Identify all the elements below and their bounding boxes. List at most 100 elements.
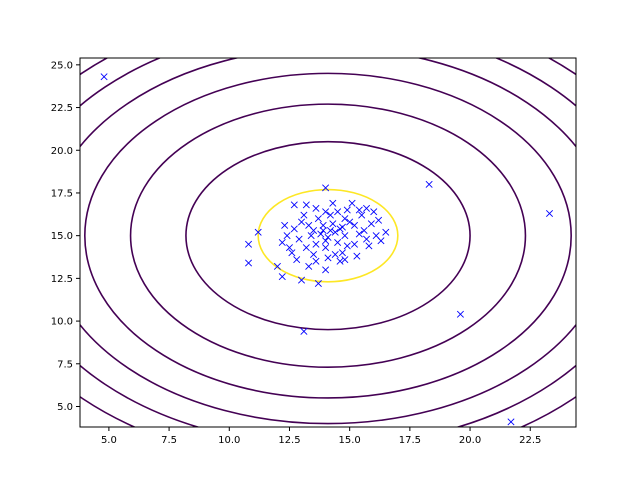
x-tick-label: 10.0 [218,435,240,446]
data-point [425,180,433,188]
data-point [314,279,322,288]
data-point [278,238,286,247]
contour-line-0 [257,188,399,283]
data-point [319,227,327,235]
data-point [293,256,301,264]
y-tick-label: 12.5 [51,274,73,285]
data-point [334,238,342,247]
data-point [290,201,298,209]
data-point [314,215,322,223]
data-point [367,220,375,228]
data-point [348,199,356,207]
data-point [456,310,464,318]
data-point [338,249,346,257]
contour-line-1 [185,140,471,331]
y-tick-label: 15.0 [51,231,73,242]
data-point [360,227,368,235]
data-point [317,230,325,238]
x-tick-label: 17.5 [399,435,421,446]
data-point [382,228,390,236]
data-point [312,204,320,212]
data-point [350,240,359,248]
data-point [297,276,306,284]
data-point [355,206,363,214]
x-tick-label: 7.5 [161,435,177,446]
point-layer [100,73,554,426]
data-point [326,227,334,235]
y-tick-label: 5.0 [57,402,73,413]
contour-line-4 [80,58,576,425]
data-point [283,232,291,240]
data-point [365,242,373,250]
x-tick-label: 15.0 [339,435,361,446]
data-point [545,209,554,217]
data-point [322,266,330,274]
data-point [302,201,310,209]
data-point [343,206,351,214]
data-point [245,259,253,267]
data-point [370,208,378,216]
data-point [322,184,330,192]
data-point [353,252,361,260]
data-point [322,244,330,252]
data-point [377,237,385,245]
data-point [285,244,293,252]
contour-line-3 [84,72,572,399]
data-point [319,221,327,229]
y-tick-label: 7.5 [57,359,73,370]
data-point [343,242,351,250]
y-axis: 5.0 7.5 10.0 12.5 15.0 17.5 20.0 22.5 25.0 [51,60,80,413]
data-point [324,254,332,262]
data-point [310,227,318,235]
data-point [312,257,320,265]
data-point [336,257,344,265]
data-point [363,235,371,243]
data-point [300,211,308,219]
data-point [363,204,371,212]
data-point [305,262,313,270]
data-point [312,240,320,248]
data-point [307,232,315,240]
data-point [322,208,330,216]
contour-layer [80,58,576,427]
y-tick-label: 20.0 [51,146,73,157]
data-point [331,250,339,258]
data-point [302,244,310,252]
contour-line-2 [129,103,527,369]
data-point [273,262,281,270]
data-point [300,327,308,335]
x-tick-label: 22.5 [519,435,541,446]
data-point [310,250,318,258]
y-tick-label: 17.5 [51,188,73,199]
x-tick-label: 20.0 [459,435,481,446]
data-point [288,249,296,257]
data-point [341,256,349,264]
data-point [336,225,344,233]
x-tick-label: 5.0 [101,435,117,446]
data-point [326,211,334,219]
data-point [297,218,306,226]
data-point [346,218,354,226]
data-point [355,230,363,238]
data-point [331,228,339,236]
data-point [295,235,303,243]
data-point [350,221,359,229]
y-tick-label: 10.0 [51,317,73,328]
data-point [100,73,108,81]
data-point [278,273,286,281]
data-point [341,215,349,223]
y-tick-label: 22.5 [51,103,73,114]
data-point [358,211,366,219]
x-tick-label: 12.5 [278,435,300,446]
data-point [334,208,342,216]
data-point [341,232,349,240]
data-point [375,216,383,224]
plot-frame [79,57,577,428]
data-point [329,199,337,207]
data-point [324,233,332,241]
data-point [281,221,289,229]
data-point [245,240,253,248]
data-point [254,228,262,236]
y-tick-label: 25.0 [51,60,73,71]
